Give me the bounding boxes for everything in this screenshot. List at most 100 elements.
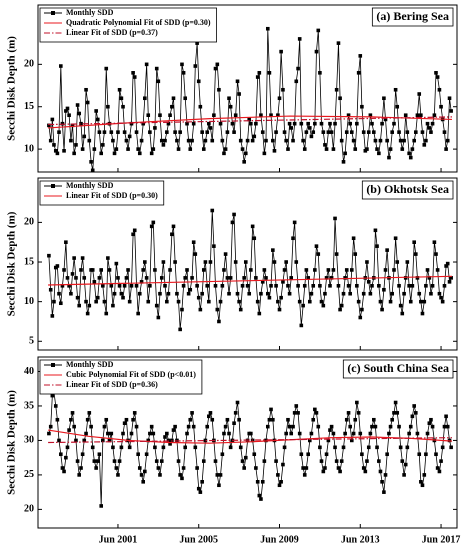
data-point	[291, 424, 295, 429]
data-point	[358, 431, 363, 436]
title-box	[361, 180, 454, 200]
data-point	[72, 151, 76, 156]
data-point	[353, 252, 358, 256]
x-tick-label: Jun 2005	[179, 534, 218, 545]
data-point	[207, 299, 211, 304]
data-point	[233, 411, 238, 415]
data-point	[417, 452, 422, 457]
data-point	[435, 75, 440, 79]
data-point	[393, 400, 398, 405]
data-point	[222, 431, 226, 436]
data-point	[375, 147, 379, 151]
data-point	[277, 483, 282, 488]
data-point	[444, 414, 448, 419]
data-point	[432, 113, 437, 118]
data-point	[183, 276, 188, 280]
data-point	[243, 260, 248, 264]
data-point	[207, 414, 211, 419]
data-point	[324, 147, 329, 151]
data-point	[186, 138, 191, 143]
data-point	[437, 87, 442, 92]
data-point	[356, 411, 361, 415]
data-point	[269, 407, 273, 412]
data-point	[235, 400, 240, 405]
x-tick-label: Jun 2001	[99, 534, 138, 545]
data-point	[430, 121, 435, 126]
data-point	[48, 287, 53, 292]
data-point	[65, 276, 70, 280]
data-point	[388, 424, 393, 429]
data-point	[99, 504, 104, 508]
data-point	[50, 393, 55, 398]
data-point	[412, 138, 416, 143]
data-point	[191, 240, 196, 245]
data-point	[304, 130, 309, 134]
data-point	[408, 155, 413, 160]
data-point	[360, 452, 364, 457]
data-point	[267, 295, 272, 300]
data-point	[64, 240, 68, 245]
data-point	[163, 283, 167, 288]
data-point	[297, 37, 302, 41]
data-point	[372, 130, 376, 134]
data-point	[223, 147, 228, 151]
data-point	[323, 143, 327, 147]
x-tick-label: Jun 2017	[422, 534, 461, 545]
data-point	[425, 121, 430, 126]
data-point	[47, 431, 51, 436]
data-point	[225, 130, 230, 134]
data-point	[304, 466, 309, 470]
data-point	[213, 459, 218, 463]
data-point	[410, 147, 415, 151]
data-point	[422, 473, 427, 477]
data-point	[136, 311, 140, 316]
data-point	[328, 121, 332, 126]
data-point	[392, 268, 396, 272]
data-point	[87, 138, 92, 143]
data-point	[205, 424, 210, 429]
data-point	[422, 299, 427, 304]
data-point	[102, 299, 107, 304]
data-point	[193, 252, 198, 256]
data-point	[146, 113, 151, 118]
legend-label: Quadratic Polynomial Fit of SDD (p=0.30)	[66, 18, 211, 27]
data-point	[255, 480, 260, 484]
data-point	[82, 134, 87, 139]
data-point	[74, 438, 78, 443]
data-point	[183, 445, 188, 450]
data-point	[405, 445, 410, 450]
data-point	[143, 260, 147, 264]
data-point	[429, 291, 433, 296]
plot-frame	[37, 356, 458, 529]
data-point	[395, 411, 400, 415]
x-tick-label: Jun 2009	[260, 534, 299, 545]
data-point	[212, 244, 216, 248]
data-point	[173, 424, 177, 429]
data-point	[82, 438, 87, 443]
data-point	[181, 283, 186, 288]
data-point	[101, 143, 105, 147]
data-point	[176, 459, 181, 463]
data-point	[176, 147, 181, 151]
data-point	[129, 431, 134, 436]
data-point	[89, 424, 93, 429]
data-point	[329, 276, 334, 280]
data-point	[198, 307, 203, 312]
data-point	[240, 459, 245, 463]
data-point	[59, 452, 63, 457]
data-point	[344, 130, 349, 134]
data-point	[440, 299, 445, 304]
data-point	[405, 260, 410, 264]
data-point	[109, 431, 114, 436]
data-point	[104, 311, 109, 316]
data-point	[323, 466, 327, 470]
data-point	[378, 469, 383, 474]
data-point	[188, 147, 193, 151]
data-point	[117, 459, 122, 463]
data-point	[156, 315, 161, 320]
data-point	[170, 232, 174, 237]
data-point	[119, 445, 124, 450]
data-point	[338, 96, 342, 101]
data-point	[343, 431, 347, 436]
data-point	[259, 291, 263, 296]
